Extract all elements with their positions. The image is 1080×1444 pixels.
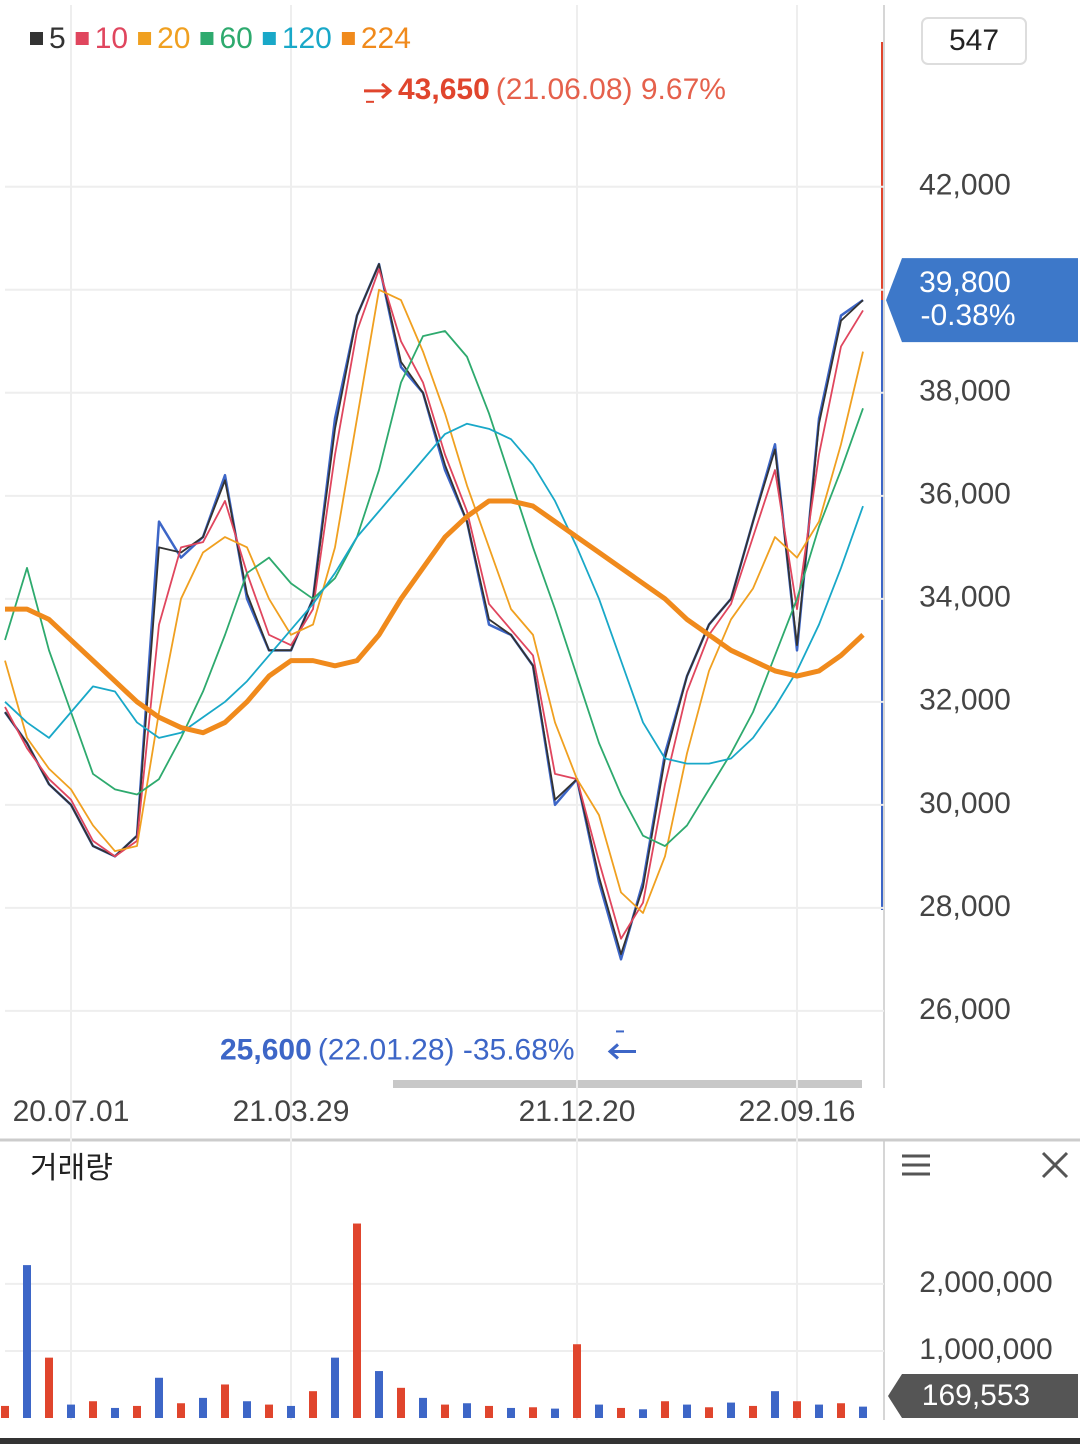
volume-bar	[221, 1384, 229, 1418]
scrollbar[interactable]	[393, 1080, 862, 1088]
volume-bar	[331, 1357, 339, 1418]
volume-bar	[23, 1265, 31, 1418]
y-tick-label: 32,000	[919, 684, 1011, 717]
legend-label: 120	[282, 22, 332, 55]
volume-bar	[45, 1357, 53, 1418]
volume-bar	[1, 1405, 9, 1418]
y-tick-label: 28,000	[919, 890, 1011, 923]
volume-bar	[265, 1404, 273, 1418]
counter-box[interactable]	[921, 17, 1027, 65]
low-value: 25,600	[220, 1033, 312, 1066]
high-value: 43,650	[398, 73, 490, 106]
y-tick-label: 2,000,000	[919, 1266, 1052, 1299]
y-tick-label: 36,000	[919, 478, 1011, 511]
high-note: (21.06.08) 9.67%	[496, 73, 726, 106]
ma-line	[4, 268, 864, 940]
volume-bar	[529, 1407, 537, 1418]
x-tick-label: 22.09.16	[739, 1095, 856, 1128]
volume-bar	[683, 1404, 691, 1418]
x-tick-label: 21.12.20	[519, 1095, 636, 1128]
legend-swatch	[262, 32, 276, 45]
volume-bar	[661, 1401, 669, 1418]
volume-last: 169,553	[922, 1379, 1030, 1412]
legend-label: 20	[157, 22, 190, 55]
legend-swatch	[341, 32, 355, 45]
legend-label: 5	[49, 22, 66, 55]
high-annotation: 43,650 (21.06.08) 9.67%	[398, 73, 726, 106]
menu-icon[interactable]	[902, 1154, 930, 1176]
volume-bar	[419, 1397, 427, 1418]
volume-bar	[551, 1408, 559, 1418]
volume-bar	[309, 1391, 317, 1418]
volume-tag	[888, 1374, 1078, 1418]
volume-bar	[771, 1391, 779, 1418]
legend-label: 60	[219, 22, 252, 55]
volume-bar	[177, 1403, 185, 1418]
legend-swatch	[30, 32, 43, 45]
last-change: -0.38%	[920, 299, 1015, 332]
last-price: 39,800	[919, 266, 1011, 299]
y-tick-label: 42,000	[919, 169, 1011, 202]
low-annotation: 25,600 (22.01.28) -35.68%	[220, 1033, 575, 1066]
volume-bar	[463, 1403, 471, 1418]
x-tick-label: 21.03.29	[233, 1095, 350, 1128]
volume-bar	[441, 1404, 449, 1418]
close-icon[interactable]	[1041, 1151, 1069, 1179]
ma-line	[5, 498, 865, 736]
low-arrow	[607, 1043, 636, 1060]
volume-bar	[815, 1404, 823, 1418]
ma-line	[4, 330, 864, 847]
ma-line	[4, 422, 864, 765]
y-tick-label: 34,000	[919, 581, 1011, 614]
last-price-tag	[886, 258, 1078, 343]
volume-bar	[573, 1344, 581, 1418]
legend-swatch	[200, 32, 214, 45]
volume-bar	[793, 1401, 801, 1418]
volume-bar	[859, 1406, 867, 1418]
y-tick-label: 30,000	[919, 787, 1011, 820]
volume-bar	[639, 1409, 647, 1418]
bottom-bar	[0, 1438, 1080, 1444]
legend-swatch	[138, 32, 152, 45]
x-tick-label: 20.07.01	[13, 1095, 130, 1128]
volume-bar	[749, 1405, 757, 1418]
volume-bar	[353, 1223, 361, 1418]
legend-swatch	[75, 32, 89, 45]
volume-bar	[397, 1387, 405, 1418]
y-tick-label: 1,000,000	[919, 1333, 1052, 1366]
volume-bar	[133, 1405, 141, 1418]
volume-bar	[705, 1407, 713, 1418]
volume-bar	[375, 1371, 383, 1418]
volume-bar	[837, 1403, 845, 1418]
high-arrow	[364, 82, 393, 99]
y-tick-label: 26,000	[919, 993, 1011, 1026]
ma-line	[4, 263, 864, 956]
volume-bar	[617, 1407, 625, 1418]
volume-bar	[155, 1377, 163, 1418]
volume-bar	[243, 1401, 251, 1418]
volume-bar	[595, 1404, 603, 1418]
volume-bar	[111, 1407, 119, 1418]
volume-bar	[485, 1405, 493, 1418]
y-tick-label: 38,000	[919, 375, 1011, 408]
legend-label: 224	[361, 22, 411, 55]
volume-bar	[287, 1405, 295, 1418]
legend-label: 10	[95, 22, 128, 55]
volume-bar	[727, 1402, 735, 1418]
volume-bar	[507, 1407, 515, 1418]
low-note: (22.01.28) -35.68%	[318, 1033, 575, 1066]
volume-bar	[89, 1401, 97, 1418]
counter: 547	[949, 24, 999, 57]
volume-bar	[67, 1404, 75, 1418]
volume-bar	[199, 1397, 207, 1418]
